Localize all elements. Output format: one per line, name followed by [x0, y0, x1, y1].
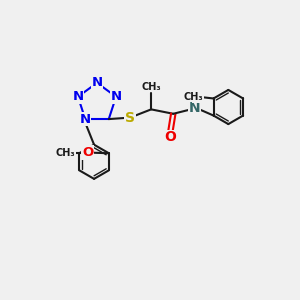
Text: CH₃: CH₃ — [184, 92, 204, 102]
Text: N: N — [72, 90, 83, 103]
Text: CH₃: CH₃ — [141, 82, 161, 92]
Text: S: S — [125, 111, 135, 124]
Text: N: N — [110, 90, 122, 103]
Text: H: H — [192, 92, 201, 102]
Text: N: N — [92, 76, 103, 89]
Text: CH₃: CH₃ — [56, 148, 75, 158]
Text: O: O — [164, 130, 176, 144]
Text: N: N — [80, 112, 91, 126]
Text: O: O — [82, 146, 93, 159]
Text: N: N — [189, 101, 200, 116]
